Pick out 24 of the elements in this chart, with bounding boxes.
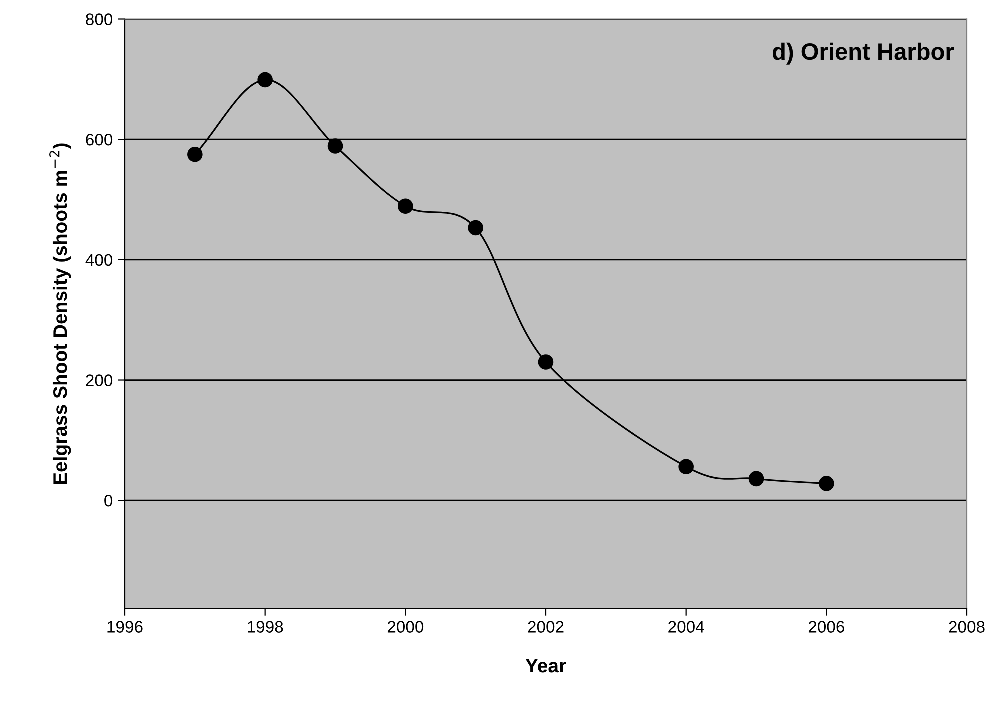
x-tick-label: 2008 [949,621,985,633]
point [678,459,694,475]
x-tick-label: 1998 [248,621,284,633]
point [398,198,414,214]
point [468,220,484,236]
x-tick-label: 2006 [808,621,844,633]
y-tick-label: 600 [86,134,113,146]
point [188,146,203,162]
x-tick-label: 2000 [388,621,424,633]
point [258,72,273,88]
point [328,138,344,154]
point [748,471,764,487]
y-tick-label: 0 [104,495,113,507]
y-tick-label: 400 [86,254,113,266]
x-tick-label: 1996 [108,621,143,633]
y-tick-label: 800 [86,14,113,26]
x-tick-label: 2004 [668,621,704,633]
point [819,476,834,492]
x-tick-label: 2002 [528,621,564,633]
y-tick-label: 200 [86,374,113,386]
text: d) Orient Harbor [773,42,954,65]
y-axis-title: Eelgrass Shoot Density (shoots m$^{−2}$) [50,144,72,484]
point [538,354,554,370]
x-axis-title: Year [526,659,566,673]
